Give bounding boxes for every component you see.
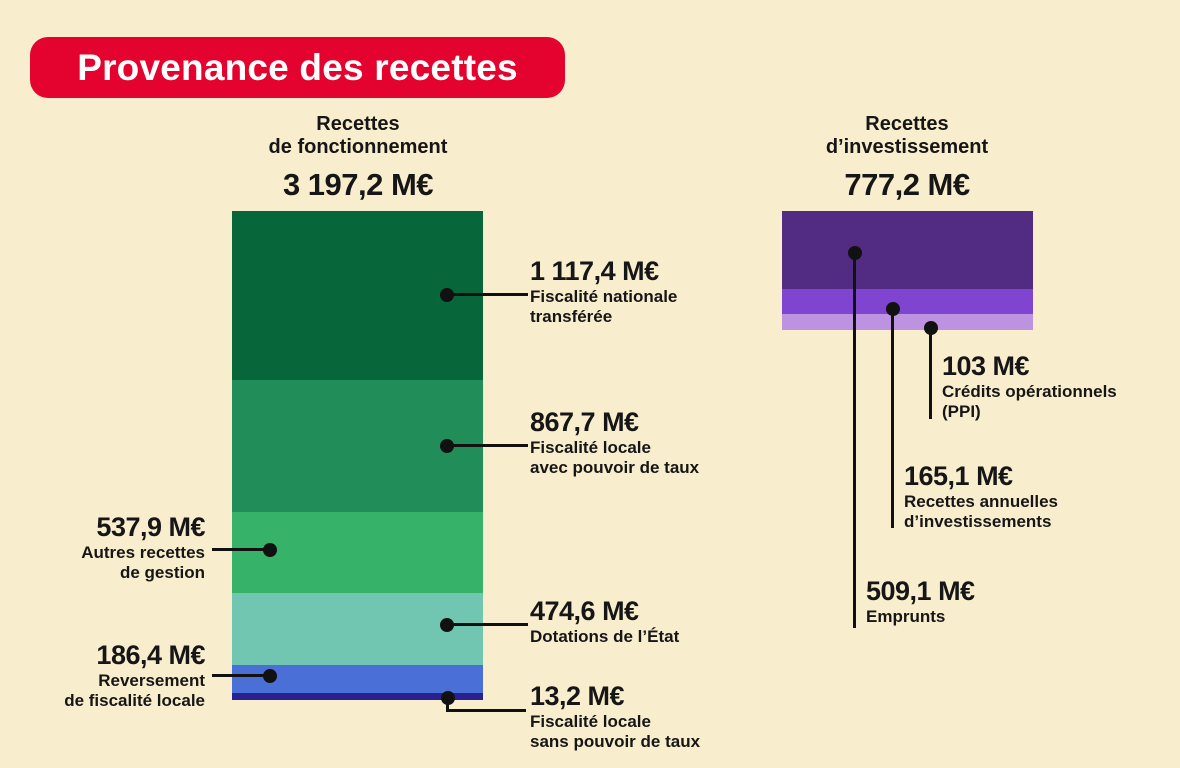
connector-dot-reversement [263, 669, 277, 683]
annotation-emprunts: 509,1 M€ Emprunts [866, 576, 975, 627]
operating-chart-header: Recettes de fonctionnement 3 197,2 M€ [183, 113, 533, 203]
annotation-recettes-annuelles: 165,1 M€ Recettes annuelles d’investisse… [904, 461, 1058, 532]
annotation-label-line2: de gestion [119, 563, 205, 582]
annotation-label-line2: de fiscalité locale [64, 691, 205, 710]
connector-line-fiscalite-nationale [446, 293, 528, 296]
investment-revenue-bar [782, 211, 1033, 330]
annotation-value: 537,9 M€ [96, 512, 205, 542]
connector-line-credits-operationnels [929, 328, 932, 419]
bar-segment-6 [232, 693, 483, 700]
connector-line-reversement [212, 674, 266, 677]
bar-segment-3 [782, 314, 1033, 330]
annotation-reversement: 186,4 M€ Reversement de fiscalité locale [30, 640, 205, 711]
annotation-label-line2: sans pouvoir de taux [530, 732, 701, 751]
annotation-label-line1: Autres recettes [81, 543, 205, 562]
investment-chart-header: Recettes d’investissement 777,2 M€ [732, 113, 1082, 203]
annotation-value: 1 117,4 M€ [530, 256, 659, 286]
connector-dot-autres-recettes [263, 543, 277, 557]
annotation-label-line1: Fiscalité locale [530, 438, 651, 457]
annotation-label-line2: transférée [530, 307, 613, 326]
connector-line-autres-recettes [212, 548, 266, 551]
bar-segment-2 [782, 288, 1033, 315]
annotation-value: 13,2 M€ [530, 681, 625, 711]
annotation-fiscalite-sans: 13,2 M€ Fiscalité locale sans pouvoir de… [530, 681, 700, 752]
investment-chart-total: 777,2 M€ [844, 167, 970, 202]
operating-chart-total: 3 197,2 M€ [282, 167, 434, 202]
connector-line-emprunts [853, 253, 856, 628]
investment-chart-title: Recettes d’investissement [732, 113, 1082, 159]
operating-chart-title-line2: de fonctionnement [268, 136, 448, 158]
annotation-label-line1: Fiscalité locale [530, 712, 651, 731]
annotation-label-line1: Emprunts [866, 607, 946, 626]
connector-line-dotations [446, 623, 528, 626]
investment-chart-title-line2: d’investissement [825, 136, 989, 158]
annotation-dotations: 474,6 M€ Dotations de l’État [530, 596, 679, 647]
connector-elbow-fiscalite-sans [446, 698, 449, 712]
connector-line-fiscalite-sans [446, 709, 526, 712]
annotation-value: 867,7 M€ [530, 407, 639, 437]
bar-segment-1 [782, 211, 1033, 289]
annotation-fiscalite-nationale: 1 117,4 M€ Fiscalité nationale transféré… [530, 256, 677, 327]
annotation-value: 186,4 M€ [96, 640, 205, 670]
annotation-label-line1: Crédits opérationnels [942, 382, 1117, 401]
annotation-label-line1: Recettes annuelles [904, 492, 1059, 511]
operating-chart-title-line1: Recettes [316, 113, 400, 135]
annotation-fiscalite-locale-avec: 867,7 M€ Fiscalité locale avec pouvoir d… [530, 407, 699, 478]
operating-chart-title: Recettes de fonctionnement [183, 113, 533, 159]
page-title: Provenance des recettes [77, 46, 518, 88]
investment-chart-title-line1: Recettes [865, 113, 949, 135]
annotation-autres-recettes: 537,9 M€ Autres recettes de gestion [30, 512, 205, 583]
annotation-value: 509,1 M€ [866, 576, 975, 606]
annotation-label-line2: d’investissements [904, 512, 1052, 531]
annotation-credits-operationnels: 103 M€ Crédits opérationnels (PPI) [942, 351, 1117, 422]
annotation-label-line2: avec pouvoir de taux [530, 458, 700, 477]
annotation-label-line1: Fiscalité nationale [530, 287, 678, 306]
connector-line-recettes-annuelles [891, 309, 894, 528]
annotation-value: 474,6 M€ [530, 596, 639, 626]
annotation-value: 103 M€ [942, 351, 1030, 381]
annotation-label-line1: Reversement [98, 671, 205, 690]
annotation-label-line1: Dotations de l’État [530, 627, 680, 646]
annotation-value: 165,1 M€ [904, 461, 1013, 491]
annotation-label-line2: (PPI) [942, 402, 981, 421]
page-title-badge: Provenance des recettes [30, 37, 565, 98]
connector-line-fiscalite-locale-avec [446, 444, 528, 447]
